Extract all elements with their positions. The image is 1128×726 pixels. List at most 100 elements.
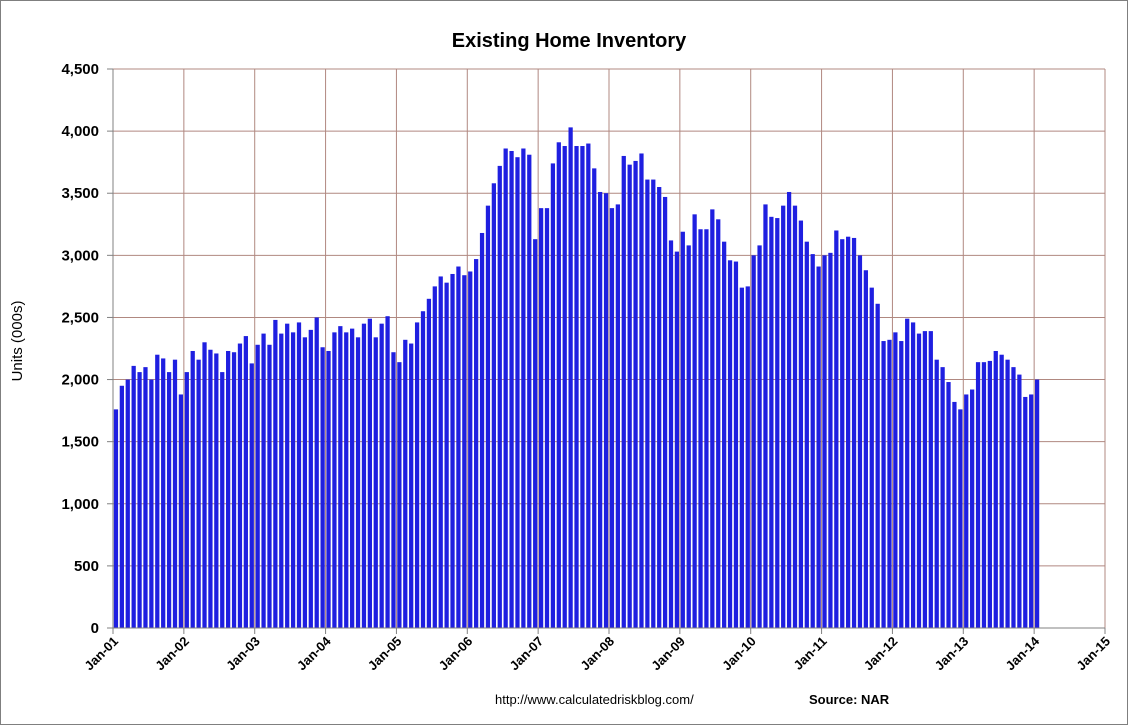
bar (367, 318, 372, 628)
bar (202, 342, 207, 628)
bar (208, 349, 213, 628)
bar (668, 240, 674, 628)
bar (1005, 359, 1010, 628)
bar (574, 146, 579, 629)
bar (1023, 396, 1028, 628)
bar (190, 350, 195, 628)
bar (822, 255, 827, 629)
bar (887, 339, 892, 628)
x-tick-label: Jan-14 (1003, 633, 1043, 673)
bar (781, 205, 786, 628)
bar (857, 255, 863, 629)
bar (249, 363, 254, 628)
bar (716, 219, 721, 628)
bar (757, 245, 762, 628)
bar (739, 287, 744, 628)
bar (172, 359, 178, 628)
bar (993, 350, 998, 628)
bar (692, 214, 697, 628)
bar (403, 339, 408, 628)
axes (107, 68, 1106, 634)
bar (456, 266, 461, 628)
bar (243, 336, 248, 628)
bar (810, 254, 815, 628)
bar (290, 332, 296, 628)
bar (999, 354, 1004, 628)
bar (881, 341, 886, 628)
bar (279, 333, 284, 628)
bar (355, 337, 361, 628)
bar (964, 394, 969, 628)
bar (420, 311, 426, 628)
bar (409, 343, 414, 628)
x-tick-label: Jan-03 (223, 634, 263, 674)
bar (958, 409, 963, 628)
bar (231, 352, 237, 628)
bar (674, 251, 680, 628)
bar (863, 270, 868, 628)
bar (621, 155, 626, 628)
bar (609, 208, 615, 628)
bar (332, 332, 337, 628)
x-tick-label: Jan-08 (577, 634, 617, 674)
bar (875, 303, 880, 628)
bar (385, 316, 390, 628)
bar (184, 372, 189, 628)
bar (314, 317, 319, 628)
source-label: Source: NAR (809, 692, 890, 707)
bar (769, 216, 774, 628)
bar (987, 360, 992, 628)
bar (479, 232, 485, 628)
bar (131, 365, 136, 628)
bar (397, 362, 402, 628)
x-tick-label: Jan-04 (294, 633, 334, 673)
bar (975, 362, 981, 628)
bar (338, 326, 343, 628)
x-tick-label: Jan-01 (81, 634, 121, 674)
y-axis-label: Units (000s) (9, 301, 26, 382)
x-tick-label: Jan-05 (365, 634, 405, 674)
bar (834, 230, 839, 628)
bar (792, 205, 798, 628)
y-tick-label: 0 (91, 620, 99, 637)
bar (533, 239, 538, 628)
x-tick-label: Jan-13 (932, 634, 972, 674)
bar (196, 359, 201, 628)
bar (657, 187, 662, 628)
bar (273, 319, 278, 628)
bar (527, 154, 532, 629)
bar (521, 148, 526, 628)
bar (970, 389, 975, 628)
x-tick-label: Jan-09 (648, 634, 688, 674)
bar (627, 164, 632, 628)
bar (916, 333, 922, 628)
bar (220, 372, 225, 628)
x-tick-label: Jan-10 (719, 634, 759, 674)
y-tick-label: 2,000 (61, 372, 99, 389)
bar (893, 332, 898, 628)
bar (155, 354, 160, 628)
x-tick-label: Jan-12 (861, 634, 901, 674)
bar (143, 367, 148, 628)
bar (786, 191, 792, 629)
bar (934, 359, 939, 628)
bar (491, 183, 496, 629)
bar (296, 322, 302, 628)
bar (940, 367, 945, 628)
bar (450, 273, 455, 628)
bar (928, 331, 933, 628)
x-tick-label: Jan-02 (152, 634, 192, 674)
bar (798, 220, 804, 628)
bar (840, 239, 845, 628)
bar (255, 344, 260, 628)
bar (745, 286, 750, 628)
bar (1011, 367, 1016, 628)
bar (462, 275, 467, 628)
bar (710, 209, 715, 629)
x-tick-label: Jan-11 (790, 634, 829, 673)
bar (226, 350, 231, 628)
x-tick-label: Jan-07 (507, 634, 547, 674)
x-tick-label: Jan-15 (1073, 634, 1113, 674)
